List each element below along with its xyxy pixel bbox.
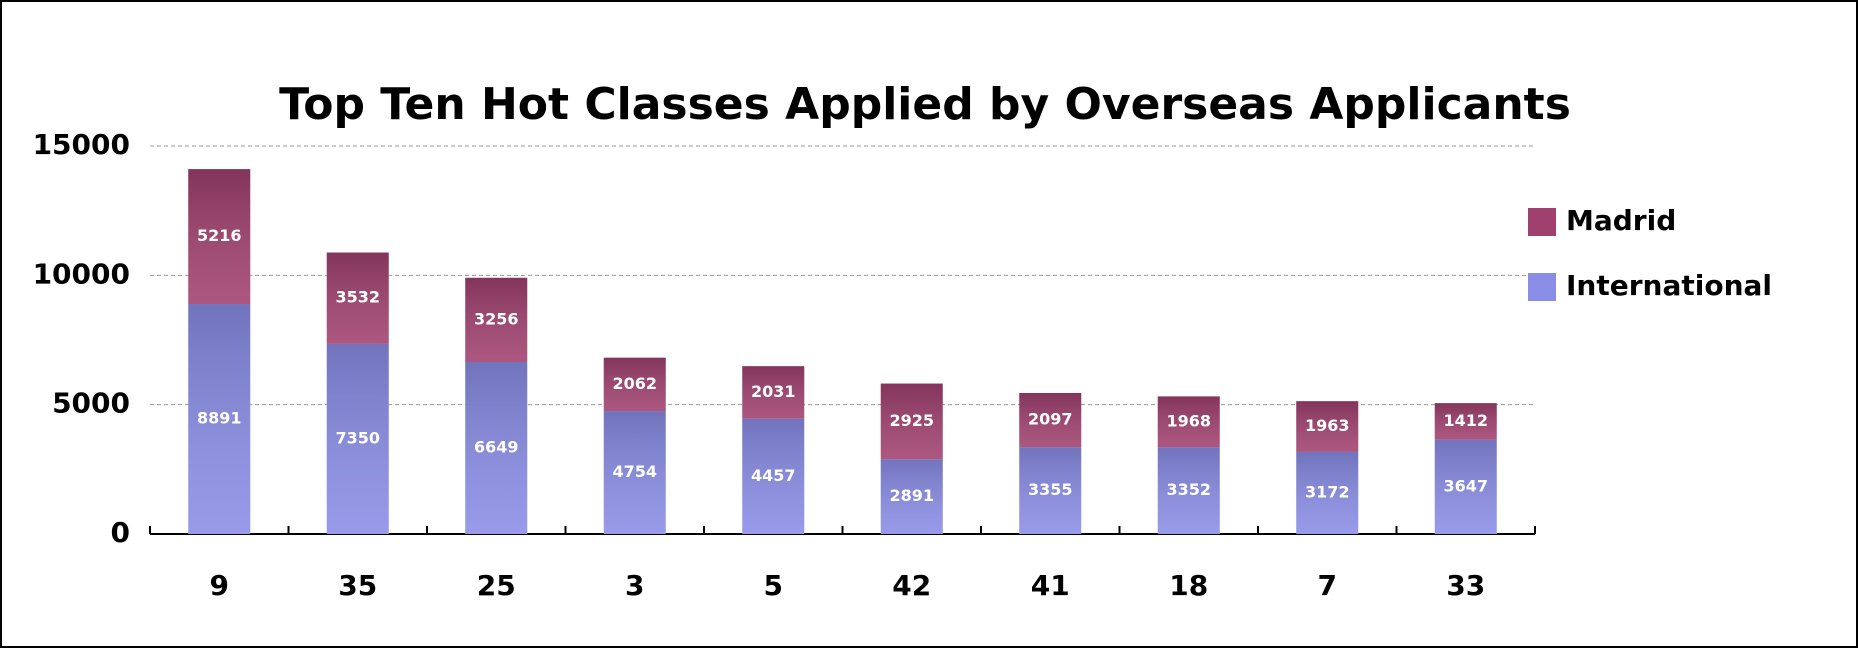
value-label: 8891	[197, 409, 242, 428]
bar-shade	[603, 411, 666, 534]
value-label: 3172	[1305, 482, 1350, 501]
value-label: 1412	[1443, 411, 1488, 430]
value-label: 3647	[1443, 476, 1488, 495]
value-label: 2097	[1028, 410, 1073, 429]
y-tick-label: 10000	[33, 257, 130, 290]
x-tick-label: 18	[1169, 569, 1208, 602]
value-label: 7350	[335, 428, 380, 447]
bar-shade	[1157, 447, 1220, 534]
value-label: 6649	[474, 438, 519, 457]
chart-title: Top Ten Hot Classes Applied by Overseas …	[279, 79, 1571, 130]
value-label: 3256	[474, 309, 519, 328]
x-tick-label: 9	[210, 569, 229, 602]
bar-shade	[1296, 451, 1359, 534]
value-label: 1968	[1166, 411, 1211, 430]
bar-shade	[326, 252, 389, 344]
value-label: 2891	[889, 486, 934, 505]
x-tick-label: 35	[338, 569, 377, 602]
x-tick-label: 5	[764, 569, 783, 602]
legend-label: Madrid	[1566, 204, 1676, 237]
x-tick-label: 7	[1318, 569, 1337, 602]
bar-shade	[880, 383, 943, 460]
value-label: 5216	[197, 226, 242, 245]
bar-shade	[742, 366, 805, 419]
bar-shade	[465, 362, 528, 534]
x-tick-label: 25	[477, 569, 516, 602]
value-label: 4754	[612, 462, 657, 481]
bar-shade	[188, 169, 251, 305]
bar-shade	[1296, 401, 1359, 452]
bar-shade	[188, 304, 251, 534]
legend-swatch	[1528, 273, 1556, 301]
value-label: 2925	[889, 411, 934, 430]
bar-shade	[1434, 403, 1497, 440]
bar-shade	[326, 343, 389, 534]
value-label: 1963	[1305, 416, 1350, 435]
x-tick-label: 42	[892, 569, 931, 602]
value-label: 4457	[751, 466, 796, 485]
value-label: 2031	[751, 382, 796, 401]
value-label: 3355	[1028, 480, 1073, 499]
y-tick-label: 0	[111, 516, 130, 549]
x-tick-label: 33	[1446, 569, 1485, 602]
value-label: 3532	[335, 288, 380, 307]
bar-shade	[603, 357, 666, 412]
bar-shade	[1157, 396, 1220, 448]
value-label: 3352	[1166, 480, 1211, 499]
bar-shade	[1434, 439, 1497, 534]
bar-shade	[1019, 447, 1082, 534]
legend-swatch	[1528, 208, 1556, 236]
bar-shade	[880, 459, 943, 534]
y-tick-label: 5000	[52, 387, 130, 420]
x-tick-label: 41	[1031, 569, 1070, 602]
bar-shade	[465, 277, 528, 363]
bar-shade	[1019, 392, 1082, 448]
value-label: 2062	[612, 374, 657, 393]
y-tick-label: 15000	[33, 128, 130, 161]
bar-shade	[742, 418, 805, 534]
x-tick-label: 3	[625, 569, 644, 602]
legend-label: International	[1566, 269, 1772, 302]
